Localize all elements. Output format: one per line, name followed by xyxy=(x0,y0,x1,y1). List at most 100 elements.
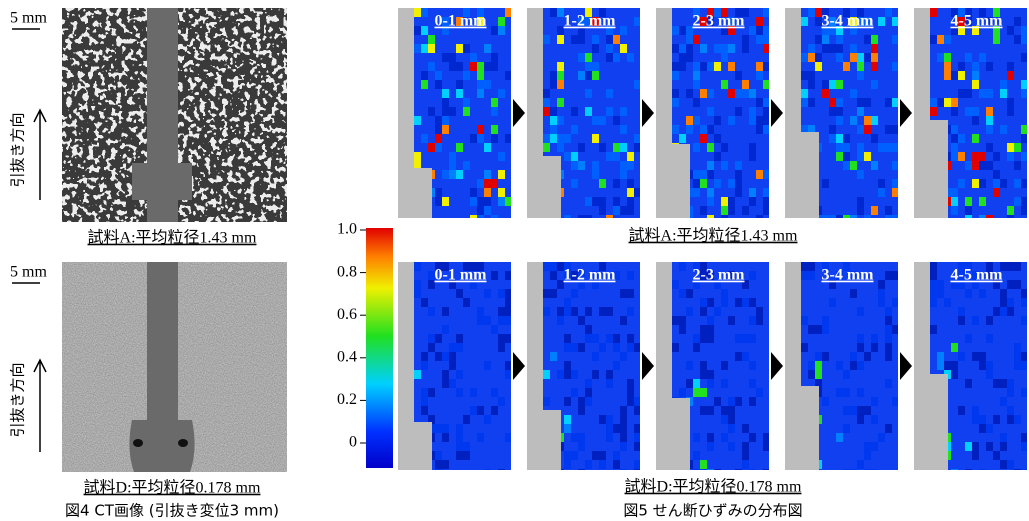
strain-cell xyxy=(442,325,449,334)
strain-cell xyxy=(808,80,815,89)
strain-cell xyxy=(965,215,972,218)
strain-cell xyxy=(700,125,707,134)
strain-cell xyxy=(714,134,721,143)
strain-cell xyxy=(672,62,679,71)
strain-cell xyxy=(599,343,606,352)
strain-cell xyxy=(857,53,864,62)
strain-cell xyxy=(829,125,836,134)
strain-cell xyxy=(585,89,592,98)
strain-cell xyxy=(571,125,578,134)
strain-cell xyxy=(951,469,958,470)
strain-cell xyxy=(620,170,627,179)
strain-cell xyxy=(930,325,937,334)
strain-cell xyxy=(470,188,477,197)
strain-cell xyxy=(815,62,822,71)
strain-cell xyxy=(979,289,986,298)
strain-cell xyxy=(878,280,885,289)
strain-cell xyxy=(686,361,693,370)
strain-cell xyxy=(564,415,571,424)
strain-cell xyxy=(613,179,620,188)
strain-cell xyxy=(693,379,700,388)
strain-cell xyxy=(885,343,892,352)
strain-cell xyxy=(498,343,505,352)
strain-cell xyxy=(944,62,951,71)
step-arrow xyxy=(771,352,783,380)
strain-cell xyxy=(428,62,435,71)
strain-cell xyxy=(871,343,878,352)
strain-cell xyxy=(815,352,822,361)
strain-cell xyxy=(749,143,756,152)
strain-cell xyxy=(1007,280,1014,289)
strain-cell xyxy=(965,161,972,170)
strain-cell xyxy=(951,134,958,143)
strain-cell xyxy=(435,424,442,433)
strain-cell xyxy=(491,271,498,280)
strain-cell xyxy=(721,197,728,206)
strain-cell xyxy=(728,116,735,125)
strain-cell xyxy=(972,442,979,451)
strain-cell xyxy=(477,89,484,98)
strain-cell xyxy=(498,397,505,406)
strain-cell xyxy=(850,406,857,415)
strain-cell xyxy=(857,334,864,343)
strain-cell xyxy=(463,44,470,53)
strain-cell xyxy=(606,424,613,433)
strain-cell xyxy=(1014,352,1021,361)
strain-cell xyxy=(470,215,477,218)
strain-cell xyxy=(613,424,620,433)
strain-cell xyxy=(1014,469,1021,470)
strain-cell xyxy=(930,298,937,307)
strain-cell xyxy=(578,397,585,406)
strain-cell xyxy=(986,62,993,71)
strain-cell xyxy=(700,44,707,53)
strain-cell xyxy=(498,152,505,161)
strain-cell xyxy=(1014,262,1021,271)
strain-cell xyxy=(456,170,463,179)
strain-cell xyxy=(505,316,511,325)
strain-cell xyxy=(742,80,749,89)
strain-cell xyxy=(620,316,627,325)
strain-cell xyxy=(578,469,585,470)
strain-cell xyxy=(979,152,986,161)
strain-cell xyxy=(742,460,749,469)
strain-cell xyxy=(1014,197,1021,206)
strain-cell xyxy=(679,289,686,298)
strain-cell xyxy=(700,460,707,469)
strain-cell xyxy=(714,116,721,125)
strain-cell xyxy=(857,343,864,352)
strain-cell xyxy=(728,424,735,433)
strain-cell xyxy=(700,170,707,179)
strain-cell xyxy=(456,424,463,433)
strain-cell xyxy=(1021,197,1027,206)
strain-cell xyxy=(634,460,640,469)
strain-cell xyxy=(592,451,599,460)
strain-cell xyxy=(578,53,585,62)
strain-cell xyxy=(742,424,749,433)
strain-cell xyxy=(700,62,707,71)
strain-cell xyxy=(843,406,850,415)
strain-cell xyxy=(958,316,965,325)
strain-cell xyxy=(836,388,843,397)
strain-cell xyxy=(498,316,505,325)
strain-cell xyxy=(885,8,892,17)
strain-cell xyxy=(878,188,885,197)
strain-cell xyxy=(1014,280,1021,289)
strain-cell xyxy=(721,80,728,89)
strain-cell xyxy=(815,53,822,62)
strain-cell xyxy=(435,125,442,134)
strain-cell xyxy=(1021,26,1027,35)
strain-cell xyxy=(728,397,735,406)
strain-cell xyxy=(972,152,979,161)
strain-cell xyxy=(850,161,857,170)
strain-cell xyxy=(756,170,763,179)
strain-cell xyxy=(456,451,463,460)
strain-cell xyxy=(714,152,721,161)
strain-cell xyxy=(484,179,491,188)
strain-cell xyxy=(679,44,686,53)
strain-cell xyxy=(498,289,505,298)
strain-cell xyxy=(714,44,721,53)
strain-cell xyxy=(491,134,498,143)
strain-cell xyxy=(885,307,892,316)
strain-cell xyxy=(505,197,511,206)
strain-cell xyxy=(679,53,686,62)
